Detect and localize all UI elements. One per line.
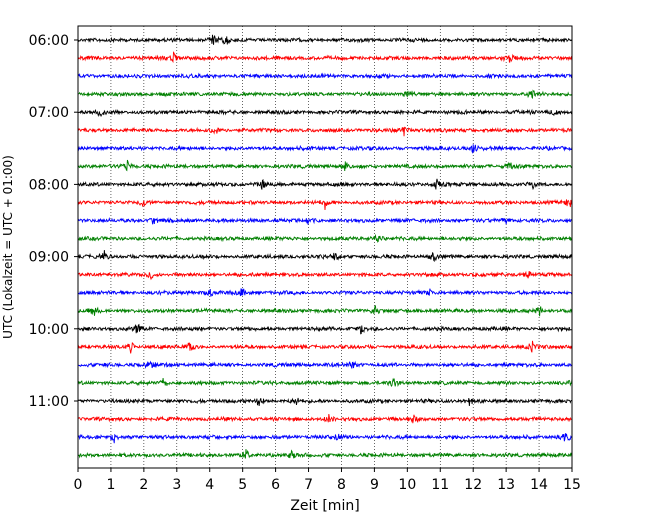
y-tick-label: 10:00 — [29, 322, 69, 338]
trace-0730 — [77, 144, 573, 154]
trace-0845 — [77, 233, 573, 243]
trace-1030 — [77, 360, 573, 369]
y-tick-label: 09:00 — [29, 250, 69, 266]
trace-0915 — [77, 270, 573, 281]
trace-0800 — [77, 178, 573, 191]
trace-1100 — [77, 397, 573, 407]
trace-0815 — [77, 198, 573, 211]
trace-1015 — [77, 340, 573, 354]
x-tick-label: 5 — [238, 477, 247, 493]
trace-1130 — [77, 433, 573, 444]
trace-0700 — [77, 108, 573, 118]
trace-1115 — [77, 413, 573, 424]
x-tick-label: 8 — [337, 477, 346, 493]
x-tick-label: 0 — [74, 477, 83, 493]
trace-0645 — [77, 89, 573, 100]
y-tick-label: 06:00 — [29, 33, 69, 49]
x-axis-label: Zeit [min] — [290, 498, 359, 514]
x-tick-label: 12 — [464, 477, 482, 493]
plot-border — [77, 25, 573, 469]
seismic-traces — [77, 34, 573, 459]
x-tick-label: 10 — [398, 477, 416, 493]
trace-0830 — [77, 217, 573, 225]
trace-0630 — [77, 72, 573, 80]
trace-0600 — [77, 34, 573, 45]
trace-0615 — [77, 51, 573, 64]
x-tick-label: 1 — [106, 477, 115, 493]
x-tick-label: 2 — [139, 477, 148, 493]
x-tick-label: 3 — [172, 477, 181, 493]
y-tick-label: 08:00 — [29, 177, 69, 193]
trace-1000 — [77, 323, 573, 335]
x-tick-label: 9 — [370, 477, 379, 493]
x-tick-label: 14 — [530, 477, 548, 493]
y-axis: 06:00 07:00 08:00 09:00 10:00 11:00 — [29, 33, 78, 410]
trace-0930 — [77, 288, 573, 297]
x-tick-label: 15 — [563, 477, 581, 493]
y-axis-label: UTC (Lokalzeit = UTC + 01:00) — [1, 155, 15, 339]
x-tick-label: 6 — [271, 477, 280, 493]
x-tick-label: 4 — [205, 477, 214, 493]
x-axis: 0 1 2 3 4 5 6 7 8 9 10 11 12 13 14 15 — [74, 468, 581, 493]
trace-0945 — [77, 304, 573, 317]
trace-0715 — [77, 126, 573, 137]
trace-0900 — [77, 250, 573, 263]
trace-0745 — [77, 159, 573, 172]
trace-1045 — [77, 377, 573, 387]
plot-area — [77, 25, 573, 469]
x-tick-label: 7 — [304, 477, 313, 493]
plot-frame — [78, 26, 572, 468]
y-tick-label: 07:00 — [29, 105, 69, 121]
y-tick-label: 11:00 — [29, 394, 69, 410]
x-tick-label: 13 — [497, 477, 515, 493]
x-tick-label: 11 — [431, 477, 449, 493]
trace-1145 — [77, 449, 573, 459]
